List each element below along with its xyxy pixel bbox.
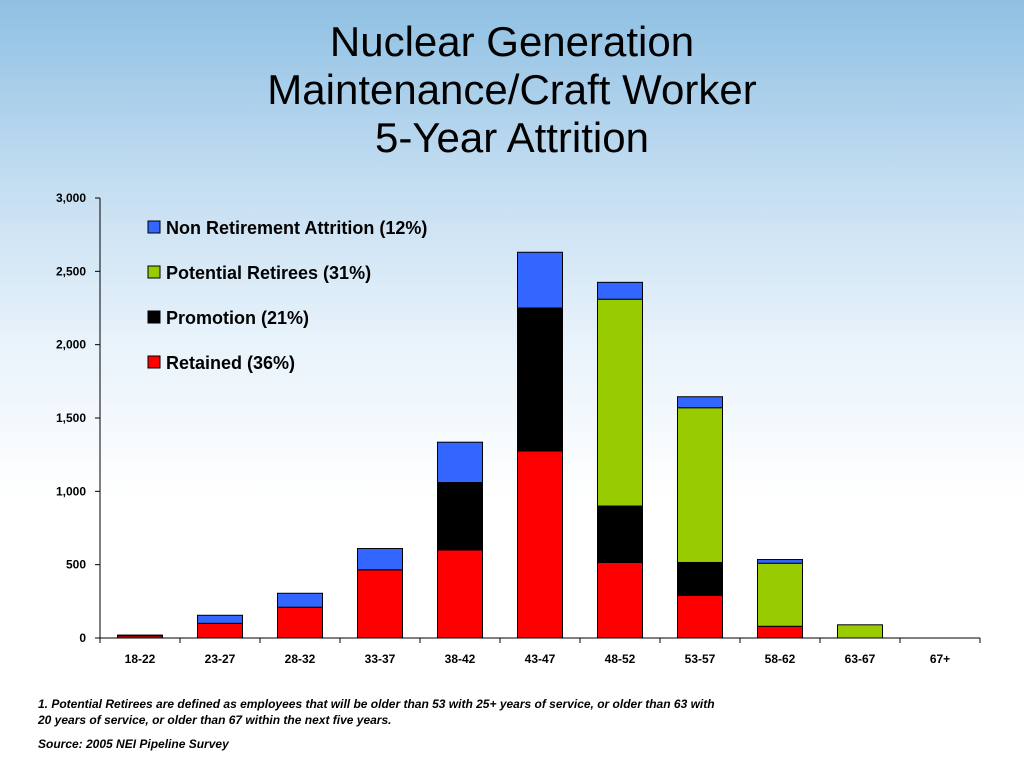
legend-label: Retained (36%) — [166, 353, 295, 373]
bar-segment — [677, 561, 723, 596]
bar-segment — [757, 562, 803, 627]
x-tick-label: 67+ — [930, 652, 950, 666]
bar-segment — [117, 634, 163, 637]
bar-segment — [437, 549, 483, 639]
chart-title: Nuclear Generation Maintenance/Craft Wor… — [0, 18, 1024, 162]
x-tick-label: 38-42 — [445, 652, 476, 666]
bar-segment — [837, 624, 883, 639]
x-tick-label: 33-37 — [365, 652, 396, 666]
legend-label: Potential Retirees (31%) — [166, 263, 371, 283]
title-line-2: Maintenance/Craft Worker — [267, 66, 757, 113]
x-tick-label: 23-27 — [205, 652, 236, 666]
x-tick-label: 28-32 — [285, 652, 316, 666]
title-line-3: 5-Year Attrition — [375, 114, 649, 161]
bar-segment — [357, 569, 403, 639]
legend-swatch — [147, 220, 161, 234]
bar-segment — [197, 622, 243, 639]
legend-swatch — [147, 310, 161, 324]
x-tick-label: 43-47 — [525, 652, 556, 666]
bar-segment — [677, 396, 723, 409]
bar-segment — [357, 548, 403, 571]
source-note: Source: 2005 NEI Pipeline Survey — [38, 737, 229, 751]
bar-segment — [197, 614, 243, 624]
bar-segment — [277, 606, 323, 639]
legend-label: Promotion (21%) — [166, 308, 309, 328]
x-tick-label: 48-52 — [605, 652, 636, 666]
legend: Non Retirement Attrition (12%) Potential … — [147, 218, 427, 373]
bar-segment — [517, 450, 563, 639]
legend-label: Non Retirement Attrition (12%) — [166, 218, 427, 238]
x-axis: 18-22 23-27 28-32 33-37 38-42 43-47 48-52 53-57… — [99, 637, 981, 666]
footnote: 1. Potential Retirees are defined as emp… — [38, 696, 898, 752]
bars — [117, 251, 883, 639]
bar-segment — [757, 625, 803, 639]
y-tick-label: 2,000 — [56, 338, 86, 352]
x-tick-label: 53-57 — [685, 652, 716, 666]
bar-segment — [597, 561, 643, 639]
bar-segment — [437, 441, 483, 484]
y-tick-label: 2,500 — [56, 264, 86, 278]
bar-segment — [597, 281, 643, 300]
legend-swatch — [147, 355, 161, 369]
footnote-line-1: 1. Potential Retirees are defined as emp… — [38, 697, 715, 711]
bar-segment — [597, 505, 643, 563]
y-tick-label: 500 — [66, 558, 86, 572]
x-tick-label: 58-62 — [765, 652, 796, 666]
bar-segment — [677, 594, 723, 639]
footnote-line-2: 20 years of service, or older than 67 wi… — [38, 713, 392, 727]
bar-segment — [677, 407, 723, 563]
y-tick-label: 3,000 — [56, 191, 86, 205]
x-tick-label: 63-67 — [845, 652, 876, 666]
bar-segment — [757, 559, 803, 564]
y-tick-label: 0 — [79, 631, 86, 645]
y-tick-label: 1,000 — [56, 484, 86, 498]
bar-segment — [517, 307, 563, 452]
legend-swatch — [147, 265, 161, 279]
bar-segment — [597, 298, 643, 507]
bar-segment — [517, 251, 563, 309]
stacked-bar-chart: 0 500 1,000 1,500 2,000 2,500 3,000 18-22 23-27… — [56, 191, 981, 666]
x-tick-label: 18-22 — [125, 652, 156, 666]
bar-segment — [277, 592, 323, 608]
title-line-1: Nuclear Generation — [329, 18, 695, 65]
bar-segment — [437, 482, 483, 551]
y-axis: 0 500 1,000 1,500 2,000 2,500 3,000 — [56, 191, 101, 645]
y-tick-label: 1,500 — [56, 411, 86, 425]
